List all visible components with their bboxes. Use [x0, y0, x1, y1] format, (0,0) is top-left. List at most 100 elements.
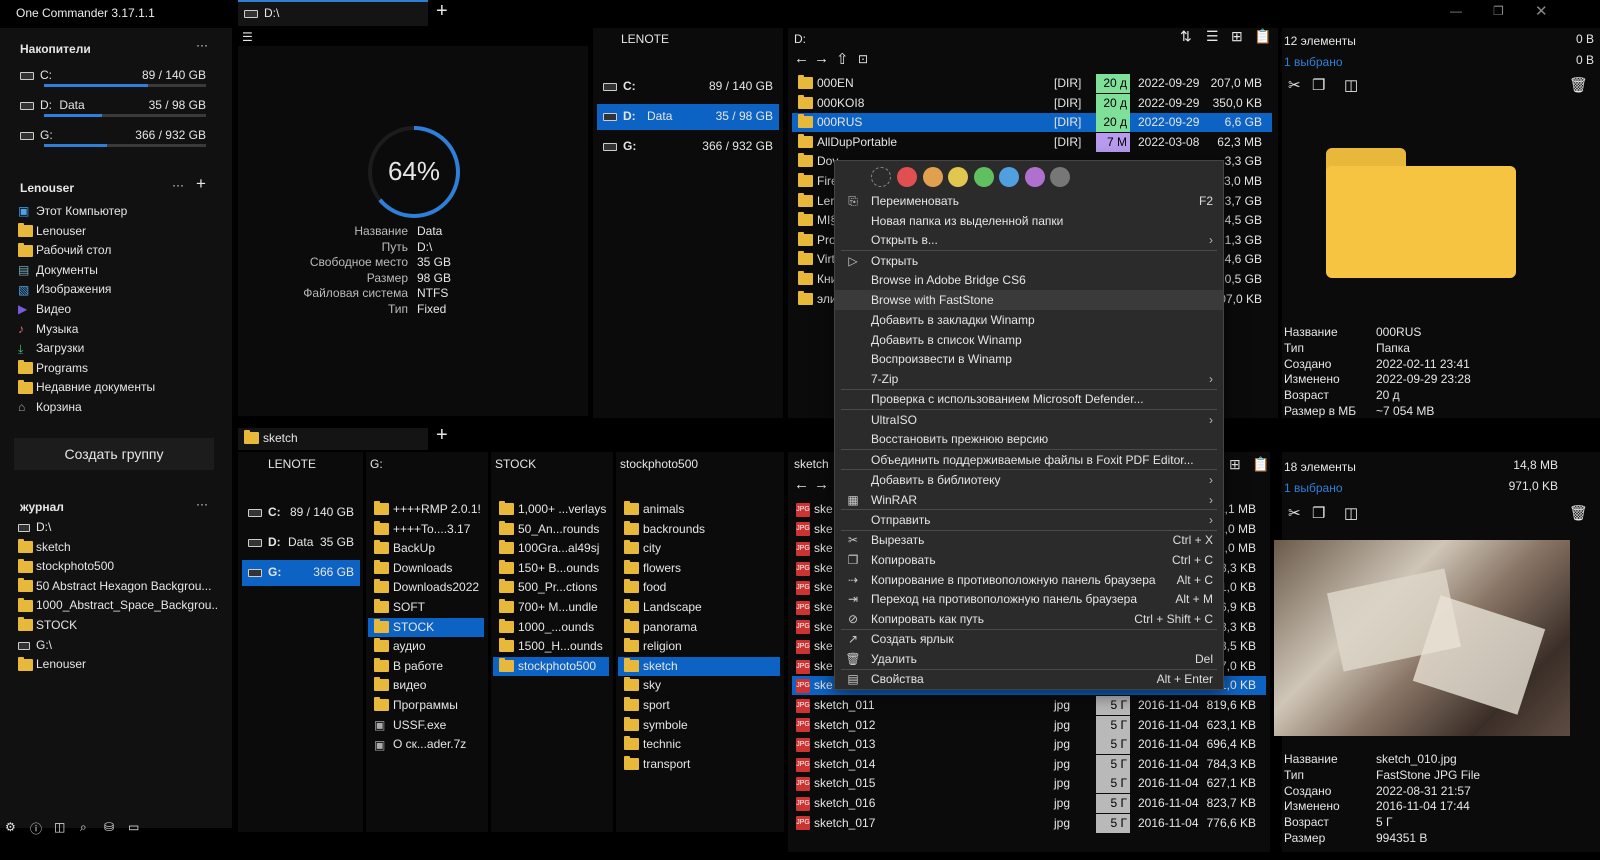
folder-item[interactable]: 100Gra...al49sj: [493, 539, 609, 558]
sidebar-item[interactable]: Lenouser: [18, 222, 86, 241]
new-tab-icon[interactable]: +: [436, 0, 448, 22]
folder-item[interactable]: city: [618, 539, 780, 558]
sidebar-item[interactable]: ⤓ Загрузки: [18, 339, 84, 358]
file-row[interactable]: 000RUS [DIR] 20 д 2022-09-29 6,6 GB: [792, 113, 1272, 133]
grid-view-icon[interactable]: ⊞: [1229, 456, 1241, 472]
context-menu-item[interactable]: Объединить поддерживаемые файлы в Foxit …: [835, 450, 1223, 470]
folder-item[interactable]: transport: [618, 755, 780, 774]
file-row[interactable]: JPG ske 1,0 MB: [792, 539, 1266, 558]
file-row[interactable]: 000KOI8 [DIR] 20 д 2022-09-29 350,0 KB: [792, 93, 1272, 113]
close-icon[interactable]: ✕: [1535, 3, 1548, 20]
drive-row[interactable]: G: 366 GB: [242, 560, 360, 586]
split-icon[interactable]: ◫: [1344, 505, 1359, 522]
folder-item[interactable]: sport: [618, 696, 780, 715]
folder-item[interactable]: SOFT: [368, 598, 484, 617]
context-menu-item[interactable]: ▤ Свойства Alt + Enter: [835, 669, 1223, 689]
folder-item[interactable]: Downloads: [368, 559, 484, 578]
folder-item[interactable]: Downloads2022: [368, 578, 484, 597]
sidebar-item[interactable]: ▧ Изображения: [18, 280, 111, 299]
context-menu-item[interactable]: Воспроизвести в Winamp: [835, 349, 1223, 369]
forward-icon[interactable]: →: [814, 50, 829, 67]
context-menu-item[interactable]: Открыть в... ›: [835, 230, 1223, 250]
file-row[interactable]: JPG sketch_014 jpg 5 Г 2016-11-04 784,3 K…: [792, 754, 1266, 774]
journal-item[interactable]: 1000_Abstract_Space_Backgrou...: [18, 596, 218, 615]
folder-item[interactable]: ++++To....3.17: [368, 520, 484, 539]
folder-item[interactable]: technic: [618, 735, 780, 754]
folder-item[interactable]: food: [618, 578, 780, 597]
journal-item[interactable]: Lenouser: [18, 655, 218, 674]
folder-item[interactable]: В работе: [368, 657, 484, 676]
list-view-icon[interactable]: ☰: [1206, 28, 1219, 44]
context-menu-item[interactable]: ▦ WinRAR ›: [835, 490, 1223, 510]
context-menu-item[interactable]: Browse in Adobe Bridge CS6: [835, 270, 1223, 290]
context-menu-item[interactable]: Новая папка из выделенной папки: [835, 211, 1223, 231]
folder-item[interactable]: 1000_...ounds: [493, 618, 609, 637]
context-menu-item[interactable]: Отправить ›: [835, 510, 1223, 530]
more-icon[interactable]: ···: [172, 178, 184, 192]
folder-item[interactable]: ▣ О ск...ader.7z: [368, 735, 484, 754]
sidebar-item[interactable]: ▤ Документы: [18, 261, 98, 280]
more-icon[interactable]: ···: [196, 38, 208, 52]
context-menu-item[interactable]: ❐ Копировать Ctrl + C: [835, 550, 1223, 570]
menu-icon[interactable]: ☰: [242, 30, 253, 44]
trash-icon[interactable]: 🗑: [1568, 505, 1588, 522]
copy-icon[interactable]: ❐: [1312, 77, 1326, 94]
journal-item[interactable]: stockphoto500: [18, 557, 218, 576]
journal-item[interactable]: 50 Abstract Hexagon Backgrou...: [18, 577, 218, 596]
sidebar-item[interactable]: Недавние документы: [18, 378, 155, 397]
folder-item[interactable]: 50_An...rounds: [493, 520, 609, 539]
file-row[interactable]: JPG sketch_013 jpg 5 Г 2016-11-04 696,4 K…: [792, 735, 1266, 755]
context-menu-item[interactable]: ⇢ Копирование в противоположную панель б…: [835, 570, 1223, 590]
folder-item[interactable]: ++++RMP 2.0.1!: [368, 500, 484, 519]
file-row[interactable]: JPG sketch_015 jpg 5 Г 2016-11-04 627,1 K…: [792, 774, 1266, 794]
create-group-button[interactable]: Создать группу: [14, 438, 214, 470]
color-swatch[interactable]: [973, 167, 994, 187]
scissors-icon[interactable]: ✂: [1288, 505, 1301, 522]
file-row[interactable]: Кни 10,5 GB: [792, 270, 1272, 289]
file-row[interactable]: Dov 3,3 GB: [792, 152, 1272, 171]
bottom-tab[interactable]: sketch: [238, 428, 428, 450]
sidebar-drive-g[interactable]: G: 366 / 932 GB: [20, 126, 210, 145]
sidebar-item[interactable]: Рабочий стол: [18, 241, 111, 260]
up-icon[interactable]: ⇧: [836, 51, 849, 68]
folder-item[interactable]: sketch: [618, 656, 780, 676]
file-row[interactable]: JPG sketch_016 jpg 5 Г 2016-11-04 823,7 K…: [792, 794, 1266, 813]
panels-icon[interactable]: ◫: [54, 820, 66, 834]
sidebar-item[interactable]: ▣ Этот Компьютер: [18, 202, 127, 221]
context-menu-item[interactable]: ⇥ Переход на противоположную панель брау…: [835, 589, 1223, 609]
file-row[interactable]: эли 07,0 KB: [792, 290, 1272, 309]
file-row[interactable]: Fire 3,0 MB: [792, 172, 1272, 191]
color-swatch[interactable]: [897, 167, 917, 187]
folder-item[interactable]: BackUp: [368, 539, 484, 558]
forward-icon[interactable]: →: [814, 476, 829, 493]
file-row[interactable]: Pro 1,3 GB: [792, 231, 1272, 250]
clipboard-icon[interactable]: 📋: [1254, 28, 1272, 44]
color-swatch[interactable]: [1024, 167, 1045, 187]
folder-item[interactable]: flowers: [618, 559, 780, 578]
color-swatch[interactable]: [999, 167, 1019, 187]
context-menu-item[interactable]: Browse with FastStone: [835, 290, 1223, 311]
sidebar-item[interactable]: ♪ Музыка: [18, 320, 78, 339]
file-row[interactable]: MI§ 4,5 GB: [792, 211, 1272, 230]
context-menu-item[interactable]: Добавить в список Winamp: [835, 330, 1223, 350]
folder-item[interactable]: sky: [618, 676, 780, 695]
folder-item[interactable]: 500_Pr...ctions: [493, 578, 609, 597]
trash-icon[interactable]: 🗑: [1568, 77, 1588, 94]
sort-icon[interactable]: ⇅: [1180, 28, 1192, 44]
folder-item[interactable]: 1,000+ ...verlays: [493, 500, 609, 519]
sidebar-item[interactable]: Programs: [18, 359, 88, 378]
file-row[interactable]: AllDupPortable [DIR] 7 M 2022-03-08 62,3…: [792, 132, 1272, 152]
context-menu-item[interactable]: ↗ Создать ярлык: [835, 629, 1223, 649]
file-row[interactable]: JPG ske 1,0 MB: [792, 520, 1266, 539]
color-swatch[interactable]: [1050, 167, 1070, 187]
context-menu-item[interactable]: UltraISO ›: [835, 410, 1223, 430]
folder-item[interactable]: animals: [618, 500, 780, 519]
context-menu-item[interactable]: 7-Zip ›: [835, 369, 1223, 389]
context-menu-item[interactable]: 🗑 Удалить Del: [835, 649, 1223, 669]
folder-item[interactable]: видео: [368, 676, 484, 695]
copy-icon[interactable]: ❐: [1312, 505, 1326, 522]
no-color-swatch[interactable]: [871, 167, 891, 187]
context-menu-item[interactable]: Восстановить прежнюю версию: [835, 429, 1223, 449]
color-swatch[interactable]: [922, 167, 943, 187]
folder-item[interactable]: STOCK: [368, 617, 484, 637]
